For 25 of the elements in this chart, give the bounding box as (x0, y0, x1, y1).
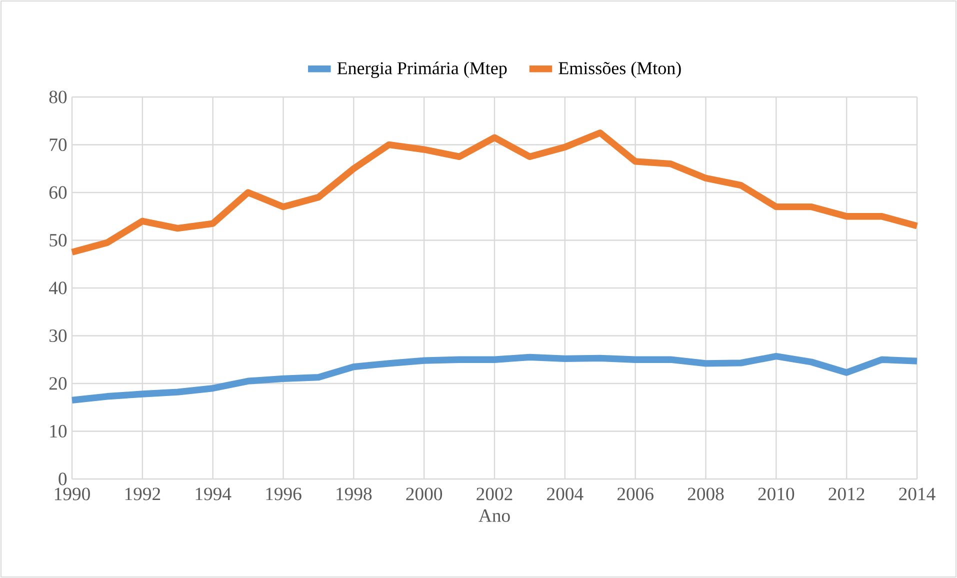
legend-label: Emissões (Mton) (558, 62, 681, 78)
x-tick-label: 1992 (125, 488, 160, 500)
y-tick-label: 10 (50, 424, 67, 438)
x-tick-label: 2014 (899, 488, 936, 500)
y-tick-label: 0 (58, 472, 67, 486)
x-tick-label: 1996 (266, 488, 302, 500)
y-tick-label: 50 (50, 234, 67, 247)
y-tick-label: 40 (48, 282, 67, 294)
x-tick-label: 2000 (406, 488, 442, 500)
x-tick-label: 1998 (336, 488, 372, 500)
x-tick-label: 1990 (54, 488, 90, 500)
x-axis-title: Ano (478, 509, 510, 522)
x-tick-label: 2004 (547, 488, 584, 500)
y-tick-label: 80 (49, 90, 67, 104)
x-tick-label: 2008 (688, 488, 724, 500)
y-tick-label: 30 (50, 329, 67, 342)
x-tick-label: 1994 (196, 488, 232, 500)
x-tick-label: 2006 (617, 488, 654, 500)
legend-label: Energia Primária (Mtep (337, 62, 507, 78)
x-tick-label: 2002 (476, 488, 512, 500)
y-tick-label: 70 (50, 138, 67, 152)
y-tick-label: 60 (49, 186, 67, 199)
x-tick-label: 2010 (758, 488, 794, 500)
y-tick-label: 20 (49, 377, 67, 390)
x-tick-label: 2012 (828, 488, 864, 500)
